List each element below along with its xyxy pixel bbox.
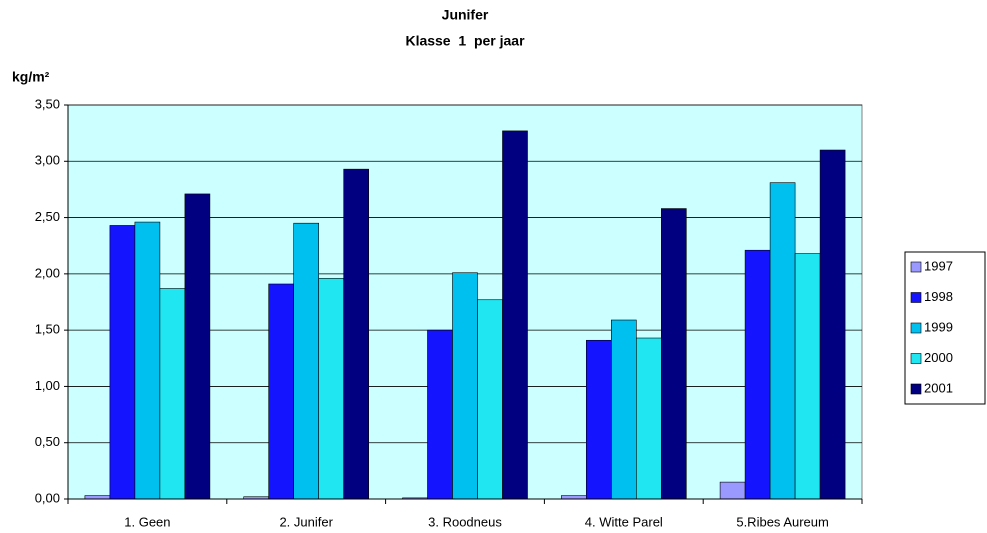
- y-axis-label: kg/m²: [12, 69, 50, 85]
- legend-swatch: [910, 261, 922, 273]
- y-tick-label: 3,00: [35, 153, 60, 168]
- bar: [719, 481, 746, 500]
- y-tick-label: 0,50: [35, 434, 60, 449]
- bar: [268, 283, 295, 500]
- bar: [635, 337, 662, 500]
- bar: [819, 149, 846, 500]
- y-tick-label: 3,50: [35, 96, 60, 111]
- bar: [560, 495, 587, 500]
- x-tick-label: 3. Roodneus: [428, 514, 502, 529]
- y-tick-label: 1,00: [35, 378, 60, 393]
- legend-swatch: [910, 353, 922, 364]
- chart-title: Junifer: [442, 7, 489, 23]
- bar: [744, 249, 771, 500]
- legend-swatch: [910, 292, 922, 303]
- x-tick-label: 4. Witte Parel: [585, 514, 663, 529]
- bar: [502, 130, 528, 500]
- bar: [660, 208, 687, 500]
- bar: [84, 495, 111, 500]
- y-tick-label: 2,00: [35, 265, 60, 280]
- bar: [794, 253, 821, 500]
- x-tick-label: 2. Junifer: [279, 514, 333, 529]
- bar: [293, 222, 320, 500]
- legend-label: 2000: [924, 350, 953, 365]
- y-tick-label: 1,50: [35, 322, 60, 337]
- bar: [427, 329, 453, 500]
- x-tick-label: 5.Ribes Aureum: [736, 514, 829, 529]
- bar: [477, 299, 503, 500]
- bar: [184, 193, 211, 500]
- y-tick-label: 0,00: [35, 490, 60, 505]
- legend-swatch: [910, 322, 922, 334]
- legend-label: 1997: [924, 258, 953, 273]
- y-tick-label: 2,50: [35, 209, 60, 224]
- bar: [134, 221, 161, 500]
- chart-subtitle: Klasse 1 per jaar: [405, 33, 525, 49]
- bar: [585, 339, 612, 500]
- bar: [452, 272, 478, 500]
- bar: [343, 168, 370, 500]
- legend-label: 1998: [924, 289, 953, 304]
- legend-label: 1999: [924, 319, 953, 334]
- bar: [769, 182, 796, 500]
- bar: [318, 278, 345, 500]
- bar: [610, 319, 637, 500]
- bar: [159, 288, 186, 500]
- legend-swatch: [910, 383, 922, 395]
- bar: [109, 225, 136, 500]
- x-tick-label: 1. Geen: [124, 514, 170, 529]
- legend-label: 2001: [924, 380, 953, 395]
